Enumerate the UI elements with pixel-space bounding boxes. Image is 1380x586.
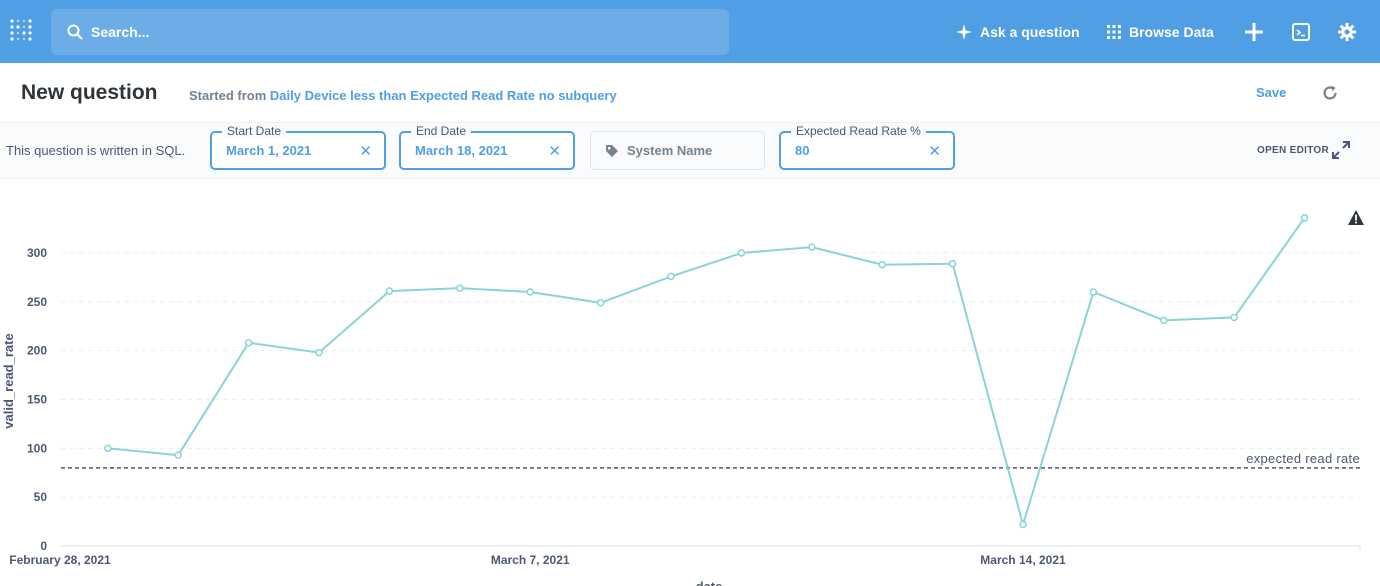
x-tick-label: March 14, 2021: [980, 553, 1066, 567]
question-header: New question Started from Daily Device l…: [0, 63, 1380, 123]
data-point[interactable]: [1160, 316, 1168, 325]
gridlines: [61, 252, 1360, 498]
x-axis: February 28, 2021 March 7, 2021 March 14, …: [9, 545, 1361, 567]
start-date-label: Start Date: [222, 124, 287, 138]
logo-icon[interactable]: [8, 17, 36, 45]
refresh-icon[interactable]: [1322, 85, 1338, 101]
end-date-label: End Date: [411, 124, 472, 138]
warning-icon[interactable]: [1348, 210, 1364, 225]
plus-icon: [1245, 22, 1263, 41]
data-point[interactable]: [737, 249, 746, 257]
goal-label: expected read rate: [1246, 451, 1360, 466]
open-editor-button[interactable]: OPEN EDITOR: [1257, 145, 1330, 156]
search-bar[interactable]: Search...: [51, 9, 729, 55]
page-title: New question: [21, 81, 158, 104]
expected-read-rate-label: Expected Read Rate %: [791, 124, 926, 138]
start-date-value[interactable]: March 1, 2021: [226, 143, 312, 158]
data-point[interactable]: [1230, 313, 1238, 322]
save-button[interactable]: Save: [1256, 85, 1287, 100]
system-name-filter[interactable]: System Name: [590, 131, 765, 170]
parameter-bar: This question is written in SQL. Start D…: [0, 123, 1380, 179]
new-button[interactable]: [1244, 0, 1272, 63]
sql-editor-button[interactable]: [1292, 0, 1318, 63]
line-chart: 0 50 100 150 200 250 300 February 28, 2021 Marc…: [1, 210, 1364, 586]
source-question-link[interactable]: Daily Device less than Expected Read Rat…: [269, 88, 617, 103]
gear-icon: [1338, 22, 1356, 41]
y-tick-label: 150: [27, 392, 47, 406]
y-axis-label: valid_read_rate: [1, 333, 16, 428]
end-date-value[interactable]: March 18, 2021: [415, 143, 508, 158]
data-point[interactable]: [174, 451, 182, 459]
ask-question-button[interactable]: Ask a question: [956, 0, 1080, 63]
clear-end-date-icon[interactable]: ✕: [548, 143, 561, 160]
settings-button[interactable]: [1338, 0, 1364, 63]
expected-read-rate-value[interactable]: 80: [795, 143, 810, 158]
y-tick-label: 300: [27, 246, 47, 260]
terminal-icon: [1292, 22, 1310, 41]
series-line: [107, 217, 1306, 529]
ask-question-label: Ask a question: [980, 23, 1080, 40]
data-point[interactable]: [385, 287, 394, 295]
start-date-filter[interactable]: Start Date March 1, 2021 ✕: [210, 124, 386, 170]
data-point[interactable]: [1019, 520, 1027, 529]
x-tick-label: March 7, 2021: [491, 553, 570, 567]
data-point[interactable]: [948, 259, 957, 268]
data-point[interactable]: [1089, 288, 1098, 296]
browse-data-button[interactable]: Browse Data: [1107, 0, 1214, 63]
data-point[interactable]: [1300, 214, 1309, 222]
y-tick-label: 50: [34, 490, 48, 504]
data-point[interactable]: [456, 284, 464, 292]
expand-icon[interactable]: [1332, 141, 1350, 159]
data-point[interactable]: [808, 243, 816, 251]
end-date-filter[interactable]: End Date March 18, 2021 ✕: [399, 124, 575, 170]
started-from-prefix: Started from: [189, 88, 267, 103]
y-tick-label: 0: [40, 539, 47, 553]
search-input[interactable]: Search...: [91, 24, 150, 40]
grid-icon: [1107, 24, 1121, 39]
y-axis-ticks: 0 50 100 150 200 250 300: [27, 246, 47, 553]
data-point[interactable]: [315, 348, 323, 357]
search-icon: [67, 24, 83, 40]
data-point[interactable]: [878, 260, 886, 269]
tag-icon: [606, 145, 618, 157]
sql-note: This question is written in SQL.: [6, 143, 186, 158]
goal-line-group: expected read rate: [61, 451, 1360, 469]
top-nav: Search... Ask a question Browse Data: [0, 0, 1380, 63]
y-tick-label: 100: [27, 441, 47, 455]
clear-start-date-icon[interactable]: ✕: [359, 143, 372, 160]
started-from: Started from Daily Device less than Expe…: [189, 88, 617, 103]
data-point[interactable]: [104, 444, 112, 453]
expected-read-rate-filter[interactable]: Expected Read Rate % 80 ✕: [779, 124, 955, 170]
browse-data-label: Browse Data: [1129, 23, 1214, 40]
system-name-label: System Name: [627, 143, 713, 158]
y-tick-label: 200: [27, 344, 47, 358]
y-tick-label: 250: [27, 295, 47, 309]
data-point[interactable]: [526, 288, 534, 296]
series-valid-read-rate: [104, 214, 1309, 529]
x-tick-label: February 28, 2021: [9, 553, 111, 567]
data-point[interactable]: [596, 299, 605, 307]
data-point[interactable]: [667, 272, 675, 281]
x-axis-label: date: [696, 579, 723, 586]
clear-expected-read-rate-icon[interactable]: ✕: [928, 143, 941, 160]
sparkle-icon: [956, 23, 972, 40]
data-point[interactable]: [244, 339, 253, 347]
